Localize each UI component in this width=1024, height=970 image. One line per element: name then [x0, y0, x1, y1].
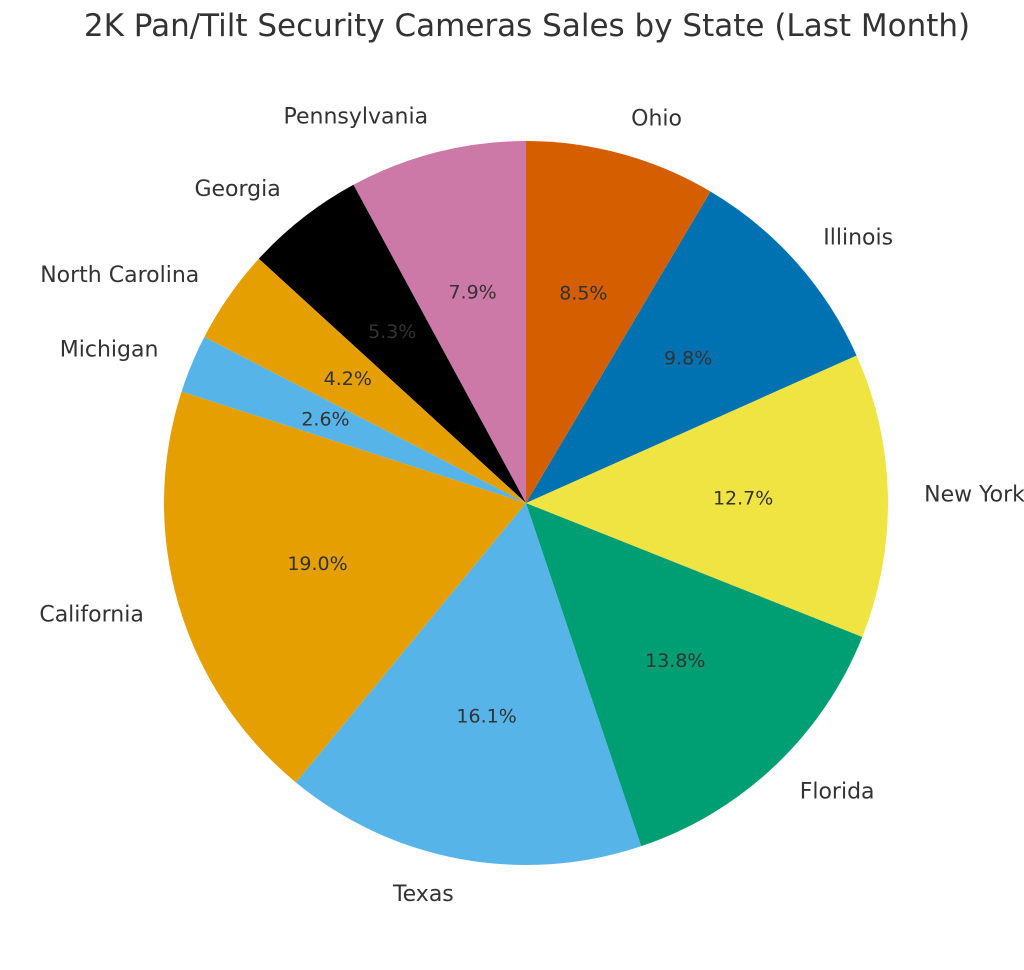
slice-label-georgia: Georgia [194, 177, 280, 202]
pct-label-north-carolina: 4.2% [324, 368, 372, 390]
pct-label-florida: 13.8% [645, 650, 705, 672]
pie-slice-georgia [258, 184, 526, 503]
pie-slice-california [163, 391, 526, 783]
slice-label-ohio: Ohio [631, 106, 682, 131]
chart-title: 2K Pan/Tilt Security Cameras Sales by St… [83, 8, 971, 44]
pct-label-michigan: 2.6% [301, 408, 349, 430]
pct-label-georgia: 5.3% [368, 321, 416, 343]
slice-label-texas: Texas [392, 882, 454, 907]
pct-label-pennsylvania: 7.9% [448, 281, 496, 303]
pie-slice-new-york [526, 355, 888, 637]
slice-label-north-carolina: North Carolina [40, 263, 199, 288]
pct-label-california: 19.0% [287, 553, 347, 575]
slice-label-michigan: Michigan [60, 337, 159, 362]
slice-label-new-york: New York [924, 482, 1024, 507]
pie-slice-texas [295, 503, 642, 865]
pie-slice-north-carolina [204, 258, 526, 503]
pie-slice-pennsylvania [353, 141, 526, 503]
pie-slice-ohio [526, 141, 711, 503]
slice-label-illinois: Illinois [823, 226, 893, 251]
pie-slice-florida [526, 503, 863, 847]
pct-label-ohio: 8.5% [559, 283, 607, 305]
pie-slice-michigan [181, 336, 527, 503]
pct-label-texas: 16.1% [456, 706, 516, 728]
pct-label-new-york: 12.7% [713, 488, 773, 510]
pie-slice-illinois [526, 191, 857, 503]
slice-label-california: California [39, 602, 143, 627]
slice-label-pennsylvania: Pennsylvania [284, 105, 429, 130]
slice-label-florida: Florida [800, 780, 875, 805]
pct-label-illinois: 9.8% [664, 347, 712, 369]
